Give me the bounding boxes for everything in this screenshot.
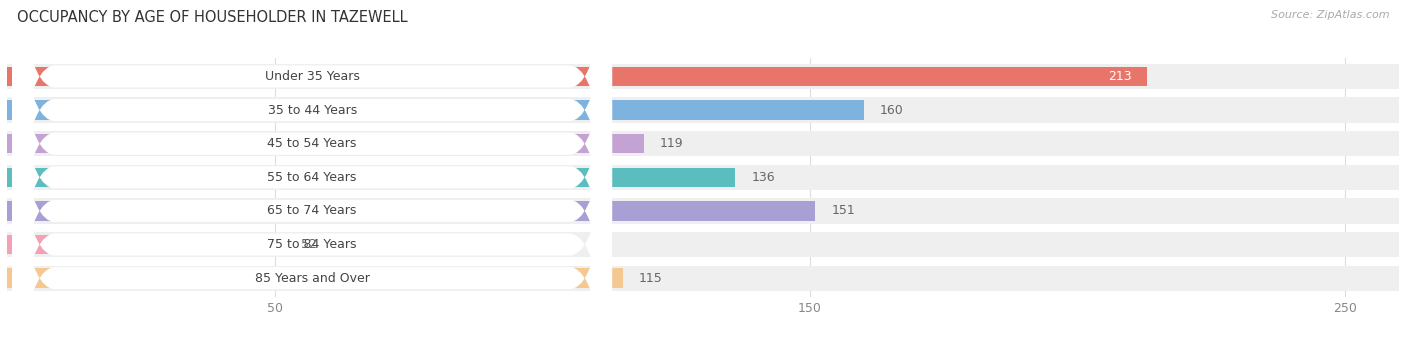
Text: 35 to 44 Years: 35 to 44 Years [267, 104, 357, 117]
Text: 52: 52 [301, 238, 318, 251]
FancyBboxPatch shape [13, 0, 612, 341]
Bar [7, 235, 285, 254]
FancyBboxPatch shape [13, 0, 612, 341]
Bar [7, 98, 1399, 123]
Text: 65 to 74 Years: 65 to 74 Years [267, 205, 357, 218]
FancyBboxPatch shape [13, 20, 612, 341]
Bar [7, 67, 1147, 86]
FancyBboxPatch shape [13, 0, 612, 335]
Bar [7, 165, 1399, 190]
Bar [7, 268, 623, 288]
Bar [7, 232, 1399, 257]
Text: 75 to 84 Years: 75 to 84 Years [267, 238, 357, 251]
FancyBboxPatch shape [13, 0, 612, 341]
Bar [7, 100, 863, 120]
Text: 160: 160 [880, 104, 904, 117]
Bar [7, 198, 1399, 224]
Bar [7, 167, 735, 187]
Text: 45 to 54 Years: 45 to 54 Years [267, 137, 357, 150]
Text: 213: 213 [1108, 70, 1132, 83]
Bar [7, 64, 1399, 89]
Bar [7, 201, 815, 221]
Text: 136: 136 [751, 171, 775, 184]
Text: 55 to 64 Years: 55 to 64 Years [267, 171, 357, 184]
Text: OCCUPANCY BY AGE OF HOUSEHOLDER IN TAZEWELL: OCCUPANCY BY AGE OF HOUSEHOLDER IN TAZEW… [17, 10, 408, 25]
Text: 151: 151 [831, 205, 855, 218]
Text: 115: 115 [638, 272, 662, 285]
Text: 85 Years and Over: 85 Years and Over [254, 272, 370, 285]
Bar [7, 134, 644, 153]
FancyBboxPatch shape [13, 0, 612, 341]
Text: 119: 119 [661, 137, 683, 150]
Bar [7, 266, 1399, 291]
FancyBboxPatch shape [13, 0, 612, 341]
Text: Source: ZipAtlas.com: Source: ZipAtlas.com [1271, 10, 1389, 20]
Bar [7, 131, 1399, 156]
Text: Under 35 Years: Under 35 Years [264, 70, 360, 83]
